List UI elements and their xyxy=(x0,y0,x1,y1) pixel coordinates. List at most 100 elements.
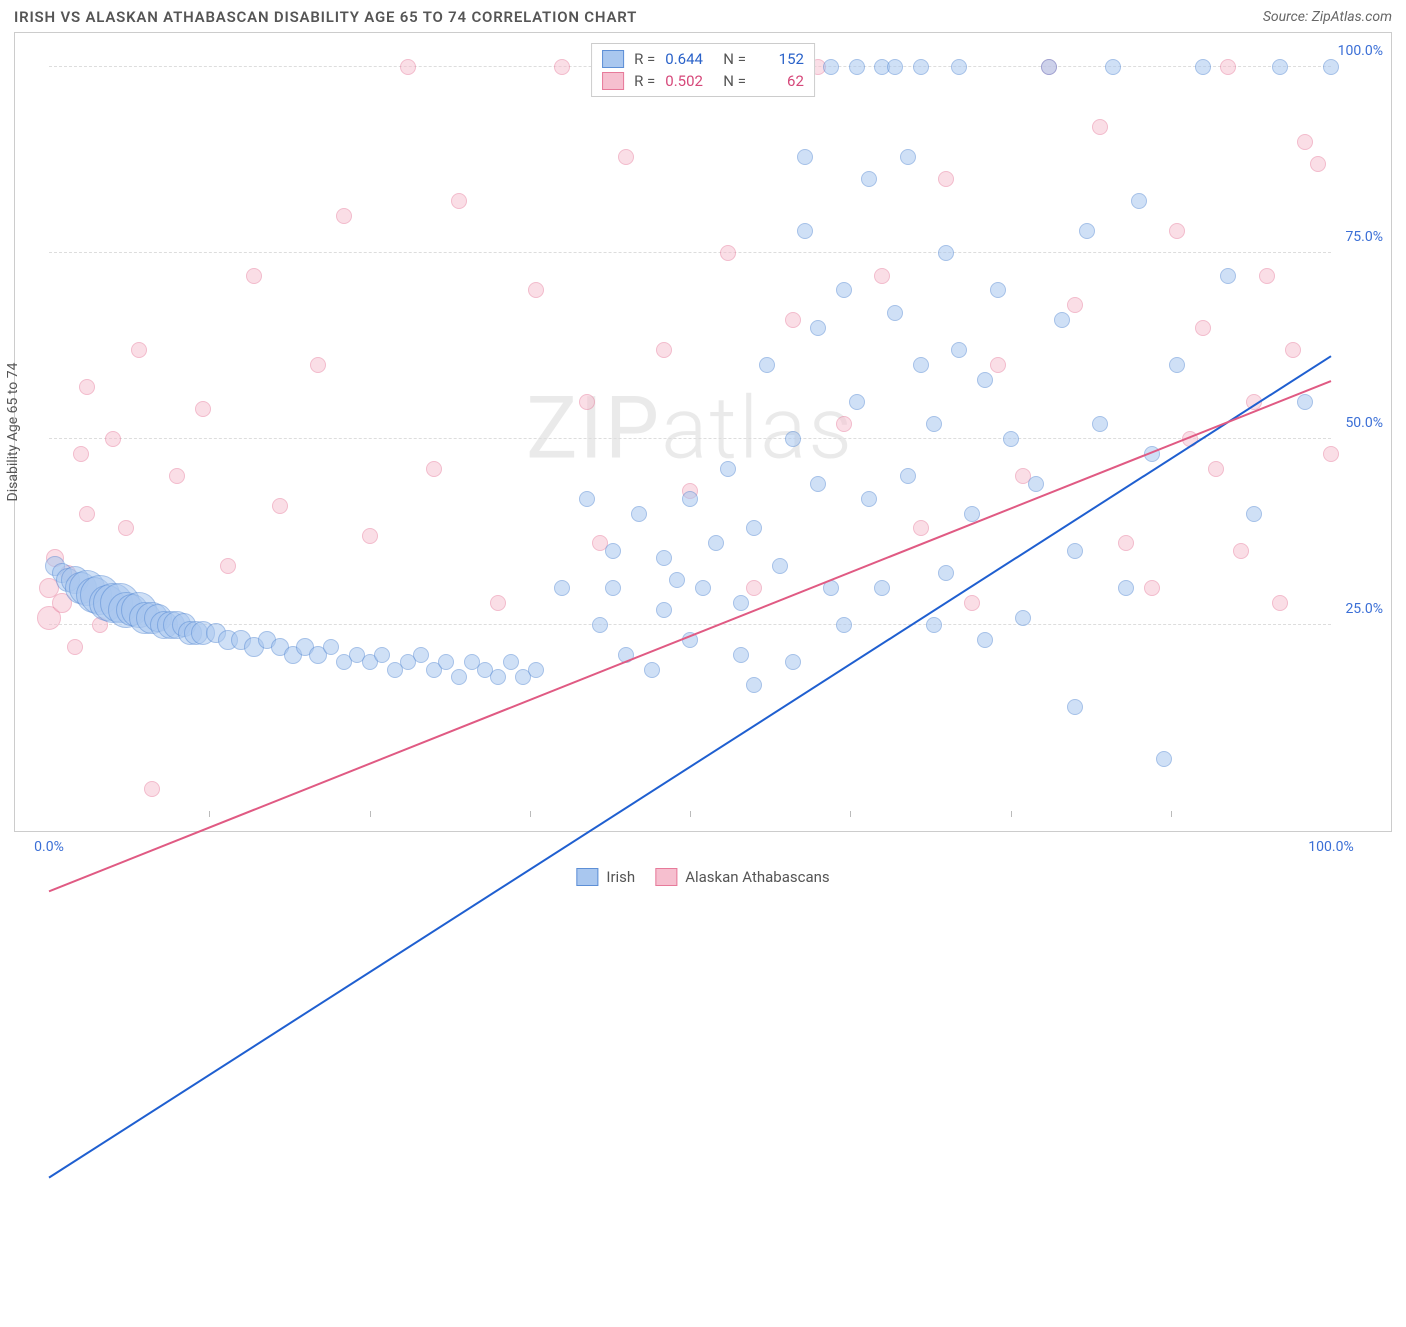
data-point xyxy=(1208,461,1224,477)
data-point xyxy=(1144,580,1160,596)
data-point xyxy=(105,431,121,447)
x-tick xyxy=(1171,811,1172,817)
data-point xyxy=(682,491,698,507)
data-point xyxy=(1028,476,1044,492)
data-point xyxy=(1118,535,1134,551)
data-point xyxy=(977,372,993,388)
data-point xyxy=(1118,580,1134,596)
data-point xyxy=(746,520,762,536)
data-point xyxy=(323,639,339,655)
data-point xyxy=(1067,543,1083,559)
data-point xyxy=(79,506,95,522)
stats-legend-box: R =0.644N =152R =0.502N =62 xyxy=(591,43,815,97)
data-point xyxy=(823,580,839,596)
series-swatch xyxy=(602,72,624,90)
x-tick xyxy=(690,811,691,817)
y-tick-label: 75.0% xyxy=(1345,229,1383,245)
data-point xyxy=(733,647,749,663)
stats-row: R =0.502N =62 xyxy=(602,70,804,92)
y-tick-label: 25.0% xyxy=(1345,601,1383,617)
data-point xyxy=(1079,223,1095,239)
data-point xyxy=(810,476,826,492)
x-tick xyxy=(850,811,851,817)
data-point xyxy=(1220,59,1236,75)
data-point xyxy=(528,662,544,678)
x-tick xyxy=(209,811,210,817)
data-point xyxy=(1233,543,1249,559)
legend-label: Alaskan Athabascans xyxy=(685,868,829,886)
data-point xyxy=(1015,610,1031,626)
data-point xyxy=(926,416,942,432)
x-tick-label: 100.0% xyxy=(1308,839,1353,855)
data-point xyxy=(528,282,544,298)
x-tick xyxy=(370,811,371,817)
data-point xyxy=(1246,506,1262,522)
data-point xyxy=(669,572,685,588)
data-point xyxy=(195,401,211,417)
data-point xyxy=(964,595,980,611)
data-point xyxy=(1131,193,1147,209)
data-point xyxy=(785,312,801,328)
legend-label: Irish xyxy=(606,868,635,886)
data-point xyxy=(1067,297,1083,313)
data-point xyxy=(797,149,813,165)
data-point xyxy=(990,357,1006,373)
data-point xyxy=(938,565,954,581)
data-point xyxy=(73,446,89,462)
data-point xyxy=(900,468,916,484)
trend-lines xyxy=(49,45,1331,1327)
data-point xyxy=(1092,416,1108,432)
data-point xyxy=(554,59,570,75)
data-point xyxy=(1220,268,1236,284)
data-point xyxy=(579,394,595,410)
data-point xyxy=(977,632,993,648)
data-point xyxy=(926,617,942,633)
x-tick-label: 0.0% xyxy=(34,839,64,855)
data-point xyxy=(849,394,865,410)
data-point xyxy=(374,647,390,663)
data-point xyxy=(490,669,506,685)
data-point xyxy=(1323,446,1339,462)
data-point xyxy=(1144,446,1160,462)
legend-item: Irish xyxy=(576,868,635,886)
data-point xyxy=(169,468,185,484)
data-point xyxy=(144,781,160,797)
legend-swatch xyxy=(576,868,598,886)
data-point xyxy=(1195,59,1211,75)
data-point xyxy=(67,639,83,655)
data-point xyxy=(1092,119,1108,135)
data-point xyxy=(618,647,634,663)
data-point xyxy=(592,617,608,633)
data-point xyxy=(874,268,890,284)
series-swatch xyxy=(602,50,624,68)
data-point xyxy=(1003,431,1019,447)
data-point xyxy=(1285,342,1301,358)
data-point xyxy=(656,602,672,618)
data-point xyxy=(913,59,929,75)
data-point xyxy=(579,491,595,507)
data-point xyxy=(951,342,967,358)
chart-container: Disability Age 65 to 74 ZIPatlas 25.0%50… xyxy=(14,32,1392,832)
chart-source: Source: ZipAtlas.com xyxy=(1263,9,1392,25)
gridline xyxy=(49,252,1331,253)
data-point xyxy=(503,654,519,670)
data-point xyxy=(426,461,442,477)
data-point xyxy=(1169,223,1185,239)
data-point xyxy=(490,595,506,611)
data-point xyxy=(720,245,736,261)
gridline xyxy=(49,438,1331,439)
data-point xyxy=(1259,268,1275,284)
data-point xyxy=(618,149,634,165)
data-point xyxy=(849,59,865,75)
data-point xyxy=(1195,320,1211,336)
data-point xyxy=(451,669,467,685)
data-point xyxy=(1323,59,1339,75)
gridline xyxy=(49,624,1331,625)
data-point xyxy=(913,520,929,536)
data-point xyxy=(605,543,621,559)
data-point xyxy=(861,171,877,187)
data-point xyxy=(220,558,236,574)
data-point xyxy=(362,528,378,544)
data-point xyxy=(836,416,852,432)
data-point xyxy=(246,268,262,284)
